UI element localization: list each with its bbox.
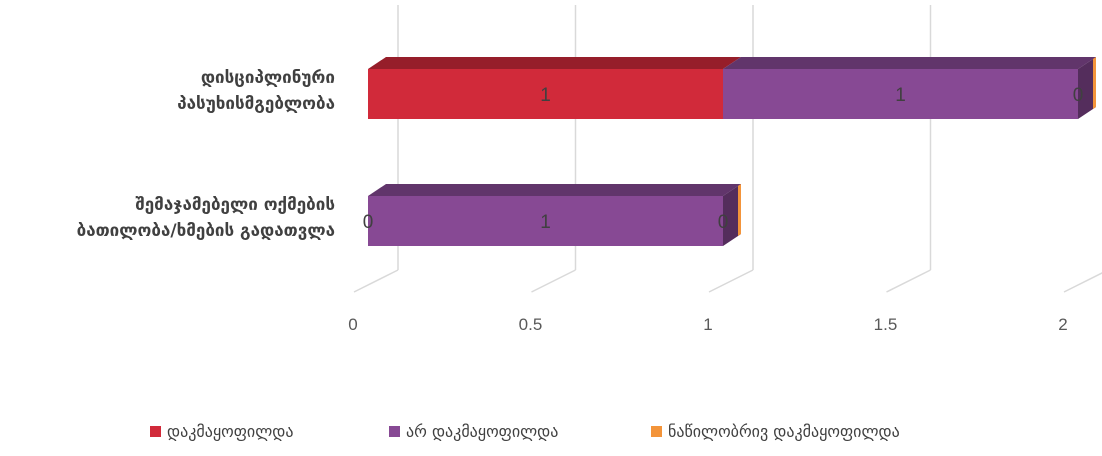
bar-side	[723, 184, 741, 246]
legend-label: არ დაკმაყოფილდა	[406, 422, 558, 441]
category-label: შემაჯამებელი ოქმების	[135, 195, 335, 215]
category-label: პასუხისმგებლობა	[177, 94, 335, 114]
legend-label: ნაწილობრივ დაკმაყოფილდა	[668, 422, 900, 441]
bar-front	[368, 196, 723, 246]
category-label: დისციპლინური	[201, 68, 335, 88]
x-tick-label: 1.5	[874, 315, 898, 334]
gridline-floor	[886, 269, 931, 293]
bar-front	[368, 69, 723, 119]
data-label: 0	[718, 212, 729, 233]
gridline-floor	[708, 269, 754, 293]
bar-top	[723, 57, 1096, 69]
data-label: 1	[540, 212, 551, 233]
legend-swatch	[150, 426, 161, 437]
x-tick-label: 0.5	[519, 315, 543, 334]
gridline-floor	[353, 269, 399, 293]
bar-zero-sliver	[1093, 57, 1096, 109]
legend-swatch	[389, 426, 400, 437]
bar-side	[1078, 57, 1096, 119]
data-label: 0	[363, 212, 374, 233]
legend-swatch	[651, 426, 662, 437]
data-label: 1	[540, 85, 551, 106]
bar-zero-sliver	[738, 184, 741, 236]
data-label: 1	[895, 85, 906, 106]
x-tick-label: 0	[348, 315, 357, 334]
gridline-floor	[1063, 272, 1102, 293]
x-tick-label: 2	[1058, 315, 1067, 334]
gridline-floor	[531, 269, 576, 293]
category-label: ბათილობა/ხმების გადათვლა	[77, 221, 335, 241]
bar-front	[723, 69, 1078, 119]
bar-top	[368, 184, 741, 196]
data-label: 0	[1073, 85, 1084, 106]
x-tick-label: 1	[703, 315, 712, 334]
bar-top	[368, 57, 741, 69]
legend-label: დაკმაყოფილდა	[167, 422, 293, 441]
